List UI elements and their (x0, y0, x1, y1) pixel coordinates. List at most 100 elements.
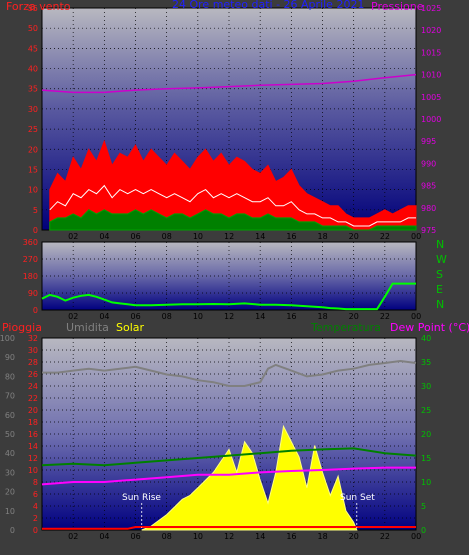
x-tick-label: 12 (224, 312, 234, 321)
wind-tick-label: 30 (28, 105, 38, 114)
humidity-tick-label: 40 (5, 449, 15, 458)
humidity-tick-label: 10 (5, 507, 15, 516)
wind-tick-label: 5 (33, 206, 38, 215)
pressure-line (41, 73, 417, 94)
x-tick-label: 10 (193, 532, 203, 541)
wind-tick-label: 40 (28, 65, 38, 74)
compass-label: S (436, 268, 443, 281)
wind-tick-label: 45 (28, 44, 38, 53)
wind-tick-label: 55 (28, 4, 38, 13)
temperature-tick-label: 20 (421, 430, 431, 439)
x-tick-label: 02 (68, 532, 78, 541)
pressure-tick-label: 975 (421, 226, 436, 235)
pressure-tick-label: 995 (421, 137, 436, 146)
wind-tick-label: 0 (33, 226, 38, 235)
direction-tick-label: 180 (23, 272, 38, 281)
x-tick-label: 16 (286, 232, 296, 241)
rain-tick-label: 32 (28, 334, 38, 343)
pressure-tick-label: 1025 (421, 4, 441, 13)
x-tick-label: 02 (68, 232, 78, 241)
x-tick-label: 12 (224, 232, 234, 241)
solar-area (141, 424, 358, 531)
temperature-tick-label: 0 (421, 526, 426, 535)
humidity-line (42, 359, 417, 387)
wind-axis-label: Forza vento (6, 0, 71, 13)
wind-gust-area (49, 139, 417, 231)
x-tick-label: 22 (380, 532, 390, 541)
x-tick-label: 22 (380, 312, 390, 321)
wind-tick-label: 15 (28, 165, 38, 174)
wind-min-area (49, 209, 417, 231)
temperature-line (41, 447, 417, 467)
humidity-tick-label: 0 (10, 526, 15, 535)
x-tick-label: 06 (131, 232, 141, 241)
solar-label: Solar (116, 321, 145, 334)
x-tick-label: 14 (255, 312, 265, 321)
wind-tick-label: 35 (28, 85, 38, 94)
humidity-tick-label: 50 (5, 430, 15, 439)
x-tick-label: 22 (380, 232, 390, 241)
wind-tick-label: 20 (28, 145, 38, 154)
pressure-tick-label: 1015 (421, 48, 441, 57)
humidity-tick-label: 20 (5, 488, 15, 497)
humidity-tick-label: 100 (0, 334, 15, 343)
wind-tick-label: 50 (28, 24, 38, 33)
x-tick-label: 18 (318, 532, 328, 541)
chart-title: 24 Ore meteo dati - 26 Aprile 2021 (172, 0, 364, 11)
x-tick-label: 16 (286, 532, 296, 541)
rain-tick-label: 4 (33, 502, 38, 511)
direction-tick-label: 0 (33, 306, 38, 315)
rain-tick-label: 30 (28, 346, 38, 355)
x-tick-label: 10 (193, 312, 203, 321)
direction-tick-label: 270 (23, 255, 38, 264)
rain-tick-label: 28 (28, 358, 38, 367)
humidity-label: Umidita (66, 321, 109, 334)
x-tick-label: 18 (318, 232, 328, 241)
x-tick-label: 14 (255, 232, 265, 241)
pressure-tick-label: 980 (421, 204, 436, 213)
pressure-tick-label: 1010 (421, 71, 441, 80)
temperature-label: Temperatura (310, 321, 381, 334)
x-tick-label: 14 (255, 532, 265, 541)
x-tick-label: 04 (99, 312, 109, 321)
rain-tick-label: 2 (33, 514, 38, 523)
wind-avg-line (49, 184, 416, 227)
x-tick-label: 02 (68, 312, 78, 321)
x-tick-label: 08 (162, 232, 172, 241)
humidity-tick-label: 60 (5, 411, 15, 420)
x-tick-label: 08 (162, 312, 172, 321)
x-tick-label: 20 (349, 532, 359, 541)
rain-line (42, 526, 416, 530)
rain-label: Pioggia (2, 321, 42, 334)
compass-label: N (436, 238, 444, 251)
x-tick-label: 08 (162, 532, 172, 541)
humidity-tick-label: 90 (5, 353, 15, 362)
temperature-tick-label: 15 (421, 454, 431, 463)
x-tick-label: 12 (224, 532, 234, 541)
x-tick-label: 00 (411, 312, 421, 321)
x-tick-label: 16 (286, 312, 296, 321)
temperature-tick-label: 35 (421, 358, 431, 367)
sun-rise-annotation: Sun Rise (122, 493, 161, 503)
rain-tick-label: 18 (28, 418, 38, 427)
x-tick-label: 00 (411, 532, 421, 541)
x-tick-label: 20 (349, 232, 359, 241)
rain-tick-label: 8 (33, 478, 38, 487)
rain-tick-label: 24 (28, 382, 38, 391)
rain-tick-label: 26 (28, 370, 38, 379)
pressure-tick-label: 1005 (421, 93, 441, 102)
rain-tick-label: 10 (28, 466, 38, 475)
x-tick-label: 06 (131, 312, 141, 321)
compass-label: E (436, 283, 443, 296)
dewpoint-label: Dew Point (°C) (390, 321, 469, 334)
x-tick-label: 20 (349, 312, 359, 321)
x-tick-label: 04 (99, 232, 109, 241)
x-tick-label: 10 (193, 232, 203, 241)
rain-tick-label: 16 (28, 430, 38, 439)
x-tick-label: 04 (99, 532, 109, 541)
direction-tick-label: 90 (28, 289, 38, 298)
direction-tick-label: 360 (23, 238, 38, 247)
x-tick-label: 00 (411, 232, 421, 241)
